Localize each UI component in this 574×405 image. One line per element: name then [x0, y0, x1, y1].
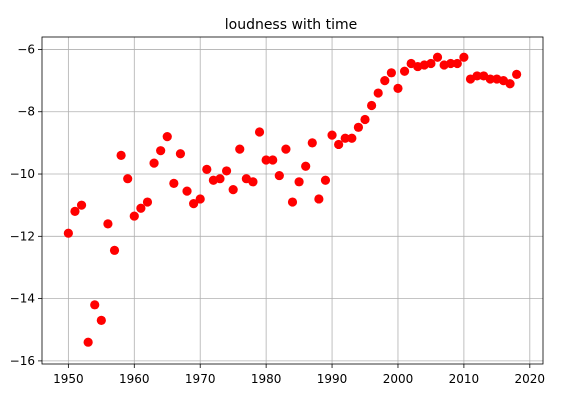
- y-tick-label: −8: [17, 105, 35, 119]
- x-tick-label: 1990: [317, 372, 348, 386]
- data-point: [314, 194, 324, 204]
- data-point: [281, 144, 291, 154]
- chart-title: loudness with time: [225, 17, 358, 33]
- data-point: [195, 194, 205, 204]
- x-tick-label: 2010: [449, 372, 480, 386]
- data-point: [512, 69, 522, 79]
- data-point: [221, 166, 232, 176]
- data-point: [334, 139, 344, 150]
- data-point: [399, 66, 410, 76]
- data-point: [109, 245, 120, 255]
- y-tick-label: −12: [10, 229, 35, 243]
- data-point: [380, 76, 390, 86]
- data-point: [235, 144, 245, 154]
- data-point: [248, 177, 258, 187]
- data-point: [90, 300, 100, 310]
- data-point: [360, 114, 370, 125]
- plot-frame: [41, 36, 544, 365]
- data-point: [472, 71, 482, 81]
- data-point: [142, 197, 153, 207]
- data-point: [63, 228, 73, 238]
- data-point: [287, 197, 298, 207]
- x-tick-label: 1980: [251, 372, 282, 386]
- data-point: [294, 177, 304, 187]
- data-point: [367, 100, 377, 111]
- data-point: [76, 200, 87, 210]
- x-axis: 1950 1960 1970 1980 1990 2000 2010 2020: [53, 364, 545, 386]
- data-point: [70, 206, 80, 216]
- x-tick-label: 2020: [515, 372, 546, 386]
- data-point: [268, 155, 278, 165]
- data-point: [175, 149, 186, 159]
- x-tick-label: 1960: [119, 372, 150, 386]
- data-point: [274, 170, 284, 181]
- data-point: [426, 58, 436, 69]
- data-point: [301, 161, 311, 171]
- data-point: [320, 175, 331, 185]
- data-point: [340, 133, 350, 143]
- data-point: [136, 203, 146, 213]
- data-point: [386, 68, 396, 78]
- data-point: [307, 138, 317, 148]
- y-tick-label: −6: [17, 42, 35, 56]
- data-point: [156, 146, 166, 156]
- data-point: [393, 83, 403, 93]
- y-axis: −16 −14 −12 −10 −8 −6: [10, 42, 42, 368]
- data-point: [347, 133, 357, 143]
- data-point: [129, 211, 139, 221]
- data-point: [182, 186, 192, 196]
- data-point: [432, 52, 443, 62]
- data-point: [149, 158, 159, 168]
- data-point: [261, 155, 271, 165]
- data-point: [96, 315, 106, 325]
- data-point: [83, 337, 93, 347]
- data-point: [373, 88, 383, 98]
- data-point: [103, 219, 113, 229]
- x-tick-label: 1970: [185, 372, 216, 386]
- x-tick-label: 1950: [53, 372, 84, 386]
- data-point: [485, 74, 495, 84]
- data-point: [228, 185, 238, 195]
- data-point: [452, 58, 462, 69]
- x-tick-label: 2000: [383, 372, 414, 386]
- y-tick-label: −10: [10, 167, 35, 181]
- data-point: [162, 132, 172, 142]
- data-point: [459, 52, 469, 62]
- data-point: [446, 58, 456, 69]
- data-point: [189, 199, 199, 209]
- data-point: [254, 127, 265, 137]
- data-point: [202, 164, 212, 174]
- y-tick-label: −14: [10, 292, 35, 306]
- data-point: [123, 174, 133, 184]
- data-point: [215, 174, 225, 184]
- data-points: [63, 52, 522, 347]
- y-tick-label: −16: [10, 354, 35, 368]
- data-point: [327, 130, 337, 140]
- data-point: [505, 79, 515, 89]
- data-point: [353, 122, 364, 132]
- data-point: [169, 178, 179, 188]
- data-point: [116, 150, 126, 160]
